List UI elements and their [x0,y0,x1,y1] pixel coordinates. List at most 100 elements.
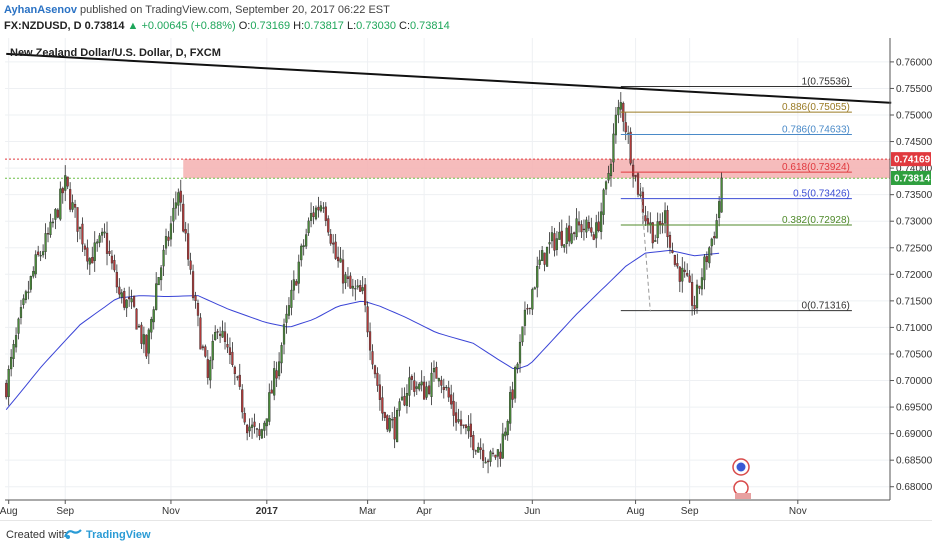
candle-body [681,267,684,282]
candle-body [312,212,315,218]
low-label: L: [346,20,357,32]
candle [516,362,519,374]
candle [182,194,185,233]
candle-body [587,222,590,229]
candle [700,268,704,296]
candle-body [96,241,99,244]
candle [290,280,293,316]
candle-body [405,393,409,406]
candle [155,272,158,311]
y-tick-label: 0.75000 [896,111,932,122]
candle-body [354,288,357,290]
candle [37,245,40,257]
candle [17,317,20,340]
candle-body [386,415,389,430]
candle [339,246,342,263]
candle [219,326,222,343]
candle-body [278,361,281,377]
candle [29,275,32,293]
candle [629,127,632,166]
candle-body [307,220,310,234]
candle-body [361,287,364,291]
candle-body [103,231,106,234]
trendline[interactable] [6,52,892,104]
candle [479,438,482,460]
candle-body [132,295,136,307]
candle [10,349,13,377]
last-price: 0.73814 [84,20,125,32]
candle [396,408,399,443]
candle [295,279,298,286]
fibonacci-retracement[interactable]: 1(0.75536) 0.886(0.75055) 0.786(0.74633) 0.… [620,77,852,312]
candle [636,172,640,198]
candle-body [543,252,546,265]
candle-body [268,392,271,422]
price-chart[interactable]: 1(0.75536) 0.886(0.75055) 0.786(0.74633) 0.… [0,36,932,520]
candle [98,232,101,248]
candle [319,200,322,213]
candle [462,424,465,429]
candle-body [565,227,568,245]
x-tick-label: Jun [524,506,540,517]
candle [302,239,305,256]
candle [587,215,590,232]
candle-body [327,218,330,233]
candle [255,427,259,438]
price-badge [891,170,931,185]
candle-body [273,368,276,396]
tradingview-logo-icon[interactable] [64,527,82,541]
candle-body [688,275,691,283]
author-link[interactable]: AyhanAsenov [4,4,77,16]
candle-body [223,331,227,342]
symbol-label: FX:NZDUSD, D [4,20,82,32]
candle [388,415,391,433]
candle [103,223,106,239]
tradingview-brand-link[interactable]: TradingView [86,529,151,541]
candle [105,221,109,266]
candle-body [477,446,480,453]
candle [162,244,165,277]
candle-body [174,202,177,209]
candle-body [44,233,47,252]
candle-body [585,219,588,233]
candle [661,212,664,234]
candle [632,159,635,188]
candle-body [403,395,406,406]
candle-body [580,224,583,233]
candle [19,299,23,325]
candle-body [302,245,305,247]
event-markers[interactable] [732,458,751,499]
candle [654,234,657,242]
candle-body [275,370,278,379]
candle-body [472,434,475,451]
price-axis[interactable]: 0.76000 0.75500 0.75000 0.74500 0.74000 0.735… [890,57,932,493]
candle-body [319,205,322,212]
candle [86,239,89,270]
candle-body [668,235,672,248]
y-tick-label: 0.75500 [896,84,932,95]
candle-body [560,230,563,246]
candle-body [457,419,460,422]
candle [196,299,200,327]
change-value: +0.00645 (+0.88%) [141,20,236,32]
candle [651,221,654,249]
candle-body [157,277,160,286]
candle-body [135,308,138,330]
candle [123,287,126,311]
candle [381,386,384,421]
time-axis[interactable]: Aug Sep Nov 2017 Mar Apr Jun Aug Sep Nov [0,500,807,517]
candle [14,327,18,353]
y-tick-label: 0.73500 [896,190,932,201]
candle-body [243,412,246,423]
candle [445,385,448,391]
candle [718,196,721,227]
candle [499,443,502,467]
candle [54,208,57,230]
change-arrow-icon: ▲ [127,20,139,32]
candle-body [59,188,62,220]
news-event-icon[interactable] [733,480,749,496]
candle-body [526,308,529,310]
candle-body [555,238,558,250]
candle [204,344,207,358]
candle [575,208,578,240]
